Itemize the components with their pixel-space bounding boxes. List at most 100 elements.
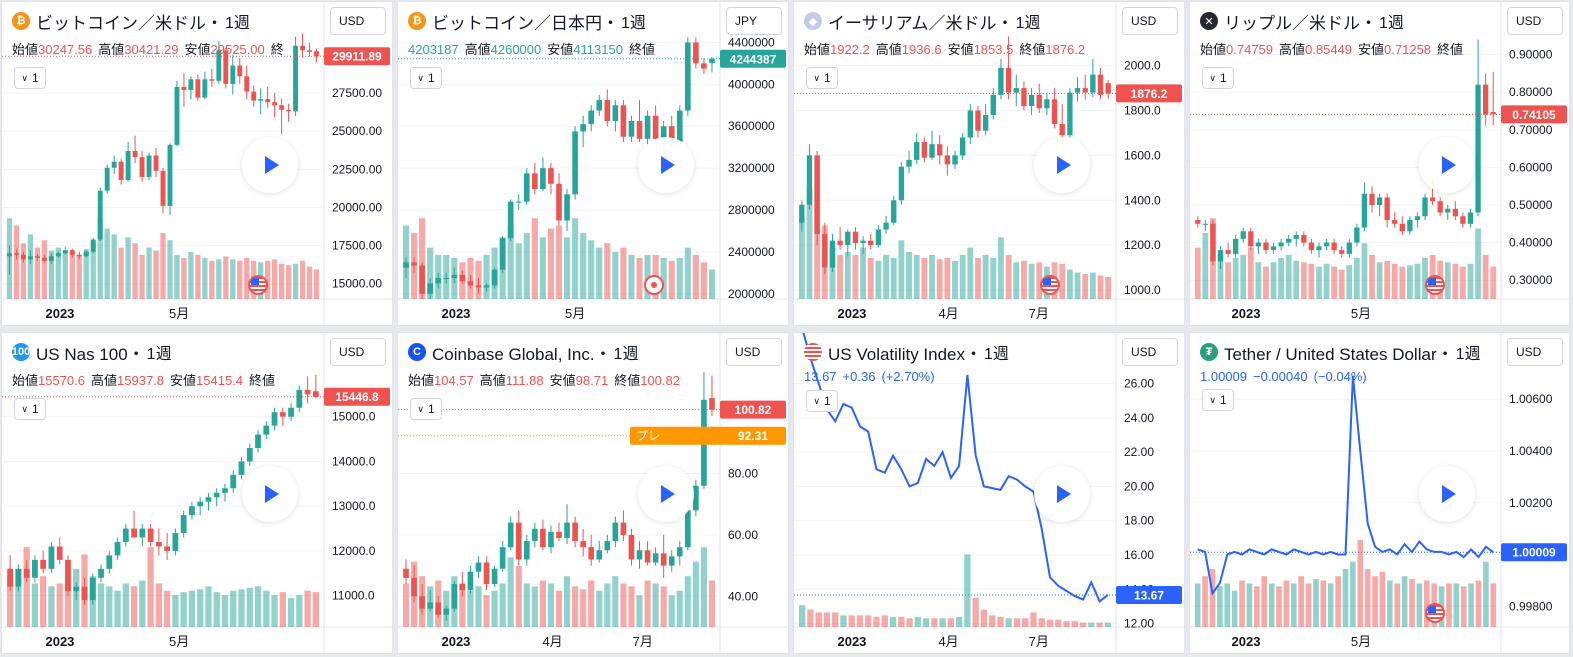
time-axis-label: 2023: [1232, 634, 1261, 649]
time-axis-label: 5月: [169, 306, 189, 321]
chart-canvas[interactable]: 27500.00 25000.00 22500.00 20000.00 17500.00…: [2, 2, 393, 326]
candle: [596, 541, 603, 563]
ohlc-label: 終値: [1019, 42, 1046, 57]
volume-bar: [223, 256, 229, 299]
candle: [131, 510, 137, 538]
symbol-header[interactable]: ◆ イーサリアム／米ドル・ 1週: [804, 9, 1040, 33]
volume-bar: [174, 254, 180, 299]
chart-panel-btcjpy[interactable]: 4400000 4000000 3600000 3200000 2800000 24000…: [397, 1, 789, 326]
volume-bar: [163, 590, 171, 627]
volume-bar: [23, 547, 30, 627]
volume-bar: [1335, 576, 1341, 627]
symbol-header[interactable]: ₮ Tether / United States Dollar・ 1週: [1200, 340, 1481, 364]
toggle-count: 1: [1219, 71, 1227, 85]
chart-panel-btcusd[interactable]: 27500.00 25000.00 22500.00 20000.00 17500.00…: [1, 1, 393, 326]
chart-panel-usdtusd[interactable]: 1.006001.004001.002001.000000.998001.000…: [1189, 332, 1570, 654]
volume-bar: [852, 254, 859, 299]
chart-canvas[interactable]: 4400000 4000000 3600000 3200000 2800000 24000…: [398, 2, 789, 326]
legend-collapse-toggle[interactable]: ∨ 1: [1202, 389, 1234, 411]
legend-collapse-toggle[interactable]: ∨ 1: [410, 398, 442, 420]
chart-canvas[interactable]: 80.00 60.00 40.00 100.82 プレ 92.31 2023 4月 7月: [398, 333, 789, 654]
price-axis-label: 0.70000: [1509, 123, 1553, 137]
volume-bar: [837, 254, 844, 299]
legend-collapse-toggle[interactable]: ∨ 1: [806, 390, 838, 412]
ohlc-label: 安値: [947, 42, 974, 57]
symbol-title: ビットコイン／日本円・: [432, 13, 619, 33]
candle: [258, 88, 264, 115]
symbol-header[interactable]: 100 US Nas 100・ 1週: [12, 340, 172, 364]
candle: [427, 590, 433, 612]
japan-flag-icon[interactable]: [644, 275, 664, 295]
candle: [1482, 73, 1489, 127]
us-flag-icon: [804, 343, 822, 361]
price-axis-label: 20000.00: [332, 200, 382, 214]
volume-bar: [628, 254, 635, 299]
us-flag-icon[interactable]: [1425, 603, 1445, 623]
time-axis-label: 2023: [837, 306, 866, 321]
play-button[interactable]: [1419, 136, 1475, 193]
chevron-down-icon: ∨: [813, 72, 820, 83]
symbol-header[interactable]: ✕ リップル／米ドル・ 1週: [1200, 9, 1404, 33]
candle: [701, 58, 707, 74]
volume-bar: [1063, 621, 1070, 627]
candle: [443, 605, 450, 621]
currency-selector[interactable]: USD: [1507, 338, 1563, 366]
price-axis-label: 1.00200: [1509, 496, 1553, 510]
currency-selector[interactable]: USD: [1122, 338, 1178, 366]
candle: [181, 73, 187, 107]
candle: [1028, 88, 1035, 116]
volume-bar: [708, 269, 716, 299]
volume-bar: [130, 586, 138, 627]
play-button[interactable]: [1034, 136, 1090, 193]
volume-bar: [997, 616, 1004, 627]
symbol-header[interactable]: US Volatility Index・ 1週: [804, 340, 1009, 364]
candle: [636, 541, 643, 569]
candle: [556, 522, 562, 542]
price-axis-label: 22.00: [1124, 445, 1154, 459]
us-flag-icon[interactable]: [248, 275, 268, 295]
volume-bar: [213, 592, 220, 627]
play-button[interactable]: [638, 466, 694, 522]
us-flag-icon[interactable]: [1425, 275, 1445, 295]
symbol-title: ビットコイン／米ドル・: [36, 13, 223, 33]
play-button[interactable]: [638, 136, 694, 193]
chart-canvas[interactable]: 15000.0 14000.0 13000.0 12000.0 11000.0 15446…: [2, 333, 393, 654]
play-button[interactable]: [1419, 466, 1475, 522]
currency-selector[interactable]: USD: [330, 338, 386, 366]
currency-selector[interactable]: USD: [330, 7, 386, 35]
candle: [279, 407, 286, 426]
legend-collapse-toggle[interactable]: ∨ 1: [14, 398, 46, 420]
candle: [532, 522, 538, 548]
chart-panel-nas100[interactable]: 15000.0 14000.0 13000.0 12000.0 11000.0 15446…: [1, 332, 393, 654]
candle: [668, 550, 675, 572]
price-axis-label: 14000.0: [332, 454, 376, 468]
symbol-header[interactable]: ₿ ビットコイン／米ドル・ 1週: [12, 9, 250, 33]
chart-panel-coin[interactable]: 80.00 60.00 40.00 100.82 プレ 92.31 2023 4月 7月 C Coi…: [397, 332, 789, 654]
play-button[interactable]: [242, 136, 298, 193]
chart-panel-ethusd[interactable]: 2000.0 1800.0 1600.0 1400.0 1200.0 1000.0 1876…: [793, 1, 1185, 326]
volume-bar: [947, 618, 955, 627]
volume-bar: [1387, 580, 1393, 627]
chart-panel-xrpusd[interactable]: 0.90000 0.80000 0.70000 0.60000 0.50000 0.400…: [1189, 1, 1570, 326]
chart-canvas[interactable]: 2000.0 1800.0 1600.0 1400.0 1200.0 1000.0 1876…: [794, 2, 1185, 326]
us-flag-icon[interactable]: [1040, 275, 1060, 295]
currency-selector[interactable]: USD: [726, 338, 782, 366]
chart-canvas[interactable]: 1.006001.004001.002001.000000.998001.000…: [1190, 333, 1570, 654]
legend-collapse-toggle[interactable]: ∨ 1: [410, 67, 442, 89]
play-button[interactable]: [1034, 466, 1090, 522]
currency-selector[interactable]: USD: [1122, 7, 1178, 35]
svg-text:13.67: 13.67: [1134, 588, 1164, 602]
volume-bar: [1194, 247, 1201, 299]
symbol-header[interactable]: ₿ ビットコイン／日本円・ 1週: [408, 9, 646, 33]
currency-selector[interactable]: JPY: [726, 7, 782, 35]
volume-bar: [806, 188, 813, 299]
currency-selector[interactable]: USD: [1507, 7, 1563, 35]
ohlc-label: 安値: [184, 42, 211, 57]
legend-collapse-toggle[interactable]: ∨ 1: [806, 67, 838, 89]
play-button[interactable]: [242, 466, 298, 522]
chart-panel-vix[interactable]: 26.0024.0022.0020.0018.0016.0014.0012.00…: [793, 332, 1185, 654]
symbol-header[interactable]: C Coinbase Global, Inc.・ 1週: [408, 340, 638, 364]
bitcoin-icon: ₿: [12, 12, 30, 30]
legend-collapse-toggle[interactable]: ∨ 1: [14, 67, 46, 89]
legend-collapse-toggle[interactable]: ∨ 1: [1202, 67, 1234, 89]
